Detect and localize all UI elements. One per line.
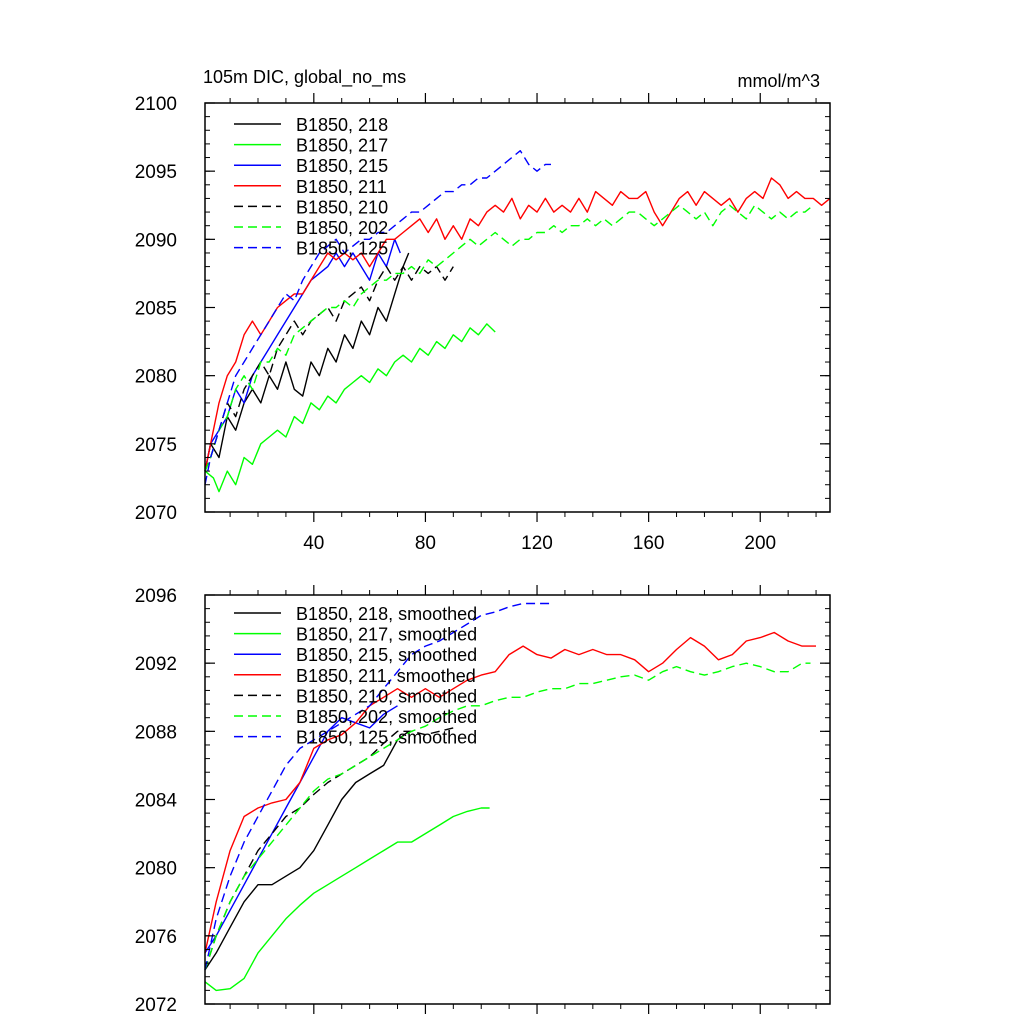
legend-label: B1850, 210, smoothed [296, 686, 477, 706]
x-tick-label: 80 [415, 533, 436, 554]
x-tick-label: 120 [521, 533, 553, 554]
chart-title: 105m DIC, global_no_ms [203, 67, 406, 88]
legend-label: B1850, 218, smoothed [296, 604, 477, 624]
legend-label: B1850, 215 [296, 156, 388, 176]
legend-label: B1850, 202, smoothed [296, 707, 477, 727]
series-line-0 [204, 252, 410, 472]
series-line-3 [204, 177, 831, 472]
units-label: mmol/m^3 [738, 71, 820, 91]
y-tick-label: 2080 [135, 367, 177, 388]
legend-label: B1850, 215, smoothed [296, 645, 477, 665]
legend-label: B1850, 211 [296, 177, 387, 197]
y-tick-label: 2070 [135, 503, 177, 524]
series-line-6 [204, 602, 551, 971]
legend-label: B1850, 202 [296, 218, 388, 238]
y-tick-label: 2085 [135, 299, 177, 320]
legend-label: B1850, 125, smoothed [296, 728, 477, 748]
series-line-5 [204, 204, 814, 472]
series-line-6 [204, 150, 551, 485]
x-tick-label: 40 [303, 533, 324, 554]
series-line-2 [204, 238, 401, 472]
legend-label: B1850, 211, smoothed [296, 666, 476, 686]
y-tick-label: 2080 [135, 859, 177, 880]
x-tick-label: 160 [633, 533, 665, 554]
y-tick-label: 2084 [135, 791, 178, 812]
series-line-3 [204, 631, 816, 954]
tick-group: 2072 2076 2080 2084 2088 2092 2096 [135, 585, 830, 1016]
bottom-panel: 2072 2076 2080 2084 2088 2092 2096 B1850, 218,… [135, 585, 831, 1016]
tick-group: 2070 2075 2080 2085 2090 2095 2100 40 80 120 160 20… [135, 93, 830, 554]
series-line-1 [204, 323, 496, 493]
y-tick-label: 2076 [135, 927, 177, 948]
plot-frame [204, 102, 831, 513]
series-line-5 [204, 662, 811, 971]
series-line-0 [204, 730, 410, 971]
series-line-4 [204, 727, 454, 971]
legend-label: B1850, 217, smoothed [296, 625, 477, 645]
series-line-1 [204, 807, 490, 992]
x-tick-label: 200 [744, 533, 776, 554]
top-panel: 105m DIC, global_no_ms mmol/m^3 2070 2075… [135, 67, 831, 554]
y-tick-label: 2095 [135, 162, 177, 183]
legend-label: B1850, 125 [296, 239, 388, 259]
y-tick-label: 2092 [135, 654, 177, 675]
y-tick-label: 2100 [135, 94, 177, 115]
y-tick-label: 2090 [135, 230, 177, 251]
series-group [204, 150, 831, 493]
legend-label: B1850, 217 [296, 136, 388, 156]
legend-label: B1850, 218 [296, 115, 388, 135]
y-tick-label: 2075 [135, 435, 177, 456]
y-tick-label: 2088 [135, 722, 177, 743]
series-line-4 [204, 265, 454, 472]
y-tick-label: 2072 [135, 995, 177, 1016]
legend-label: B1850, 210 [296, 197, 388, 217]
y-tick-label: 2096 [135, 586, 177, 607]
plot-frame [204, 594, 831, 1005]
series-group [204, 602, 816, 992]
